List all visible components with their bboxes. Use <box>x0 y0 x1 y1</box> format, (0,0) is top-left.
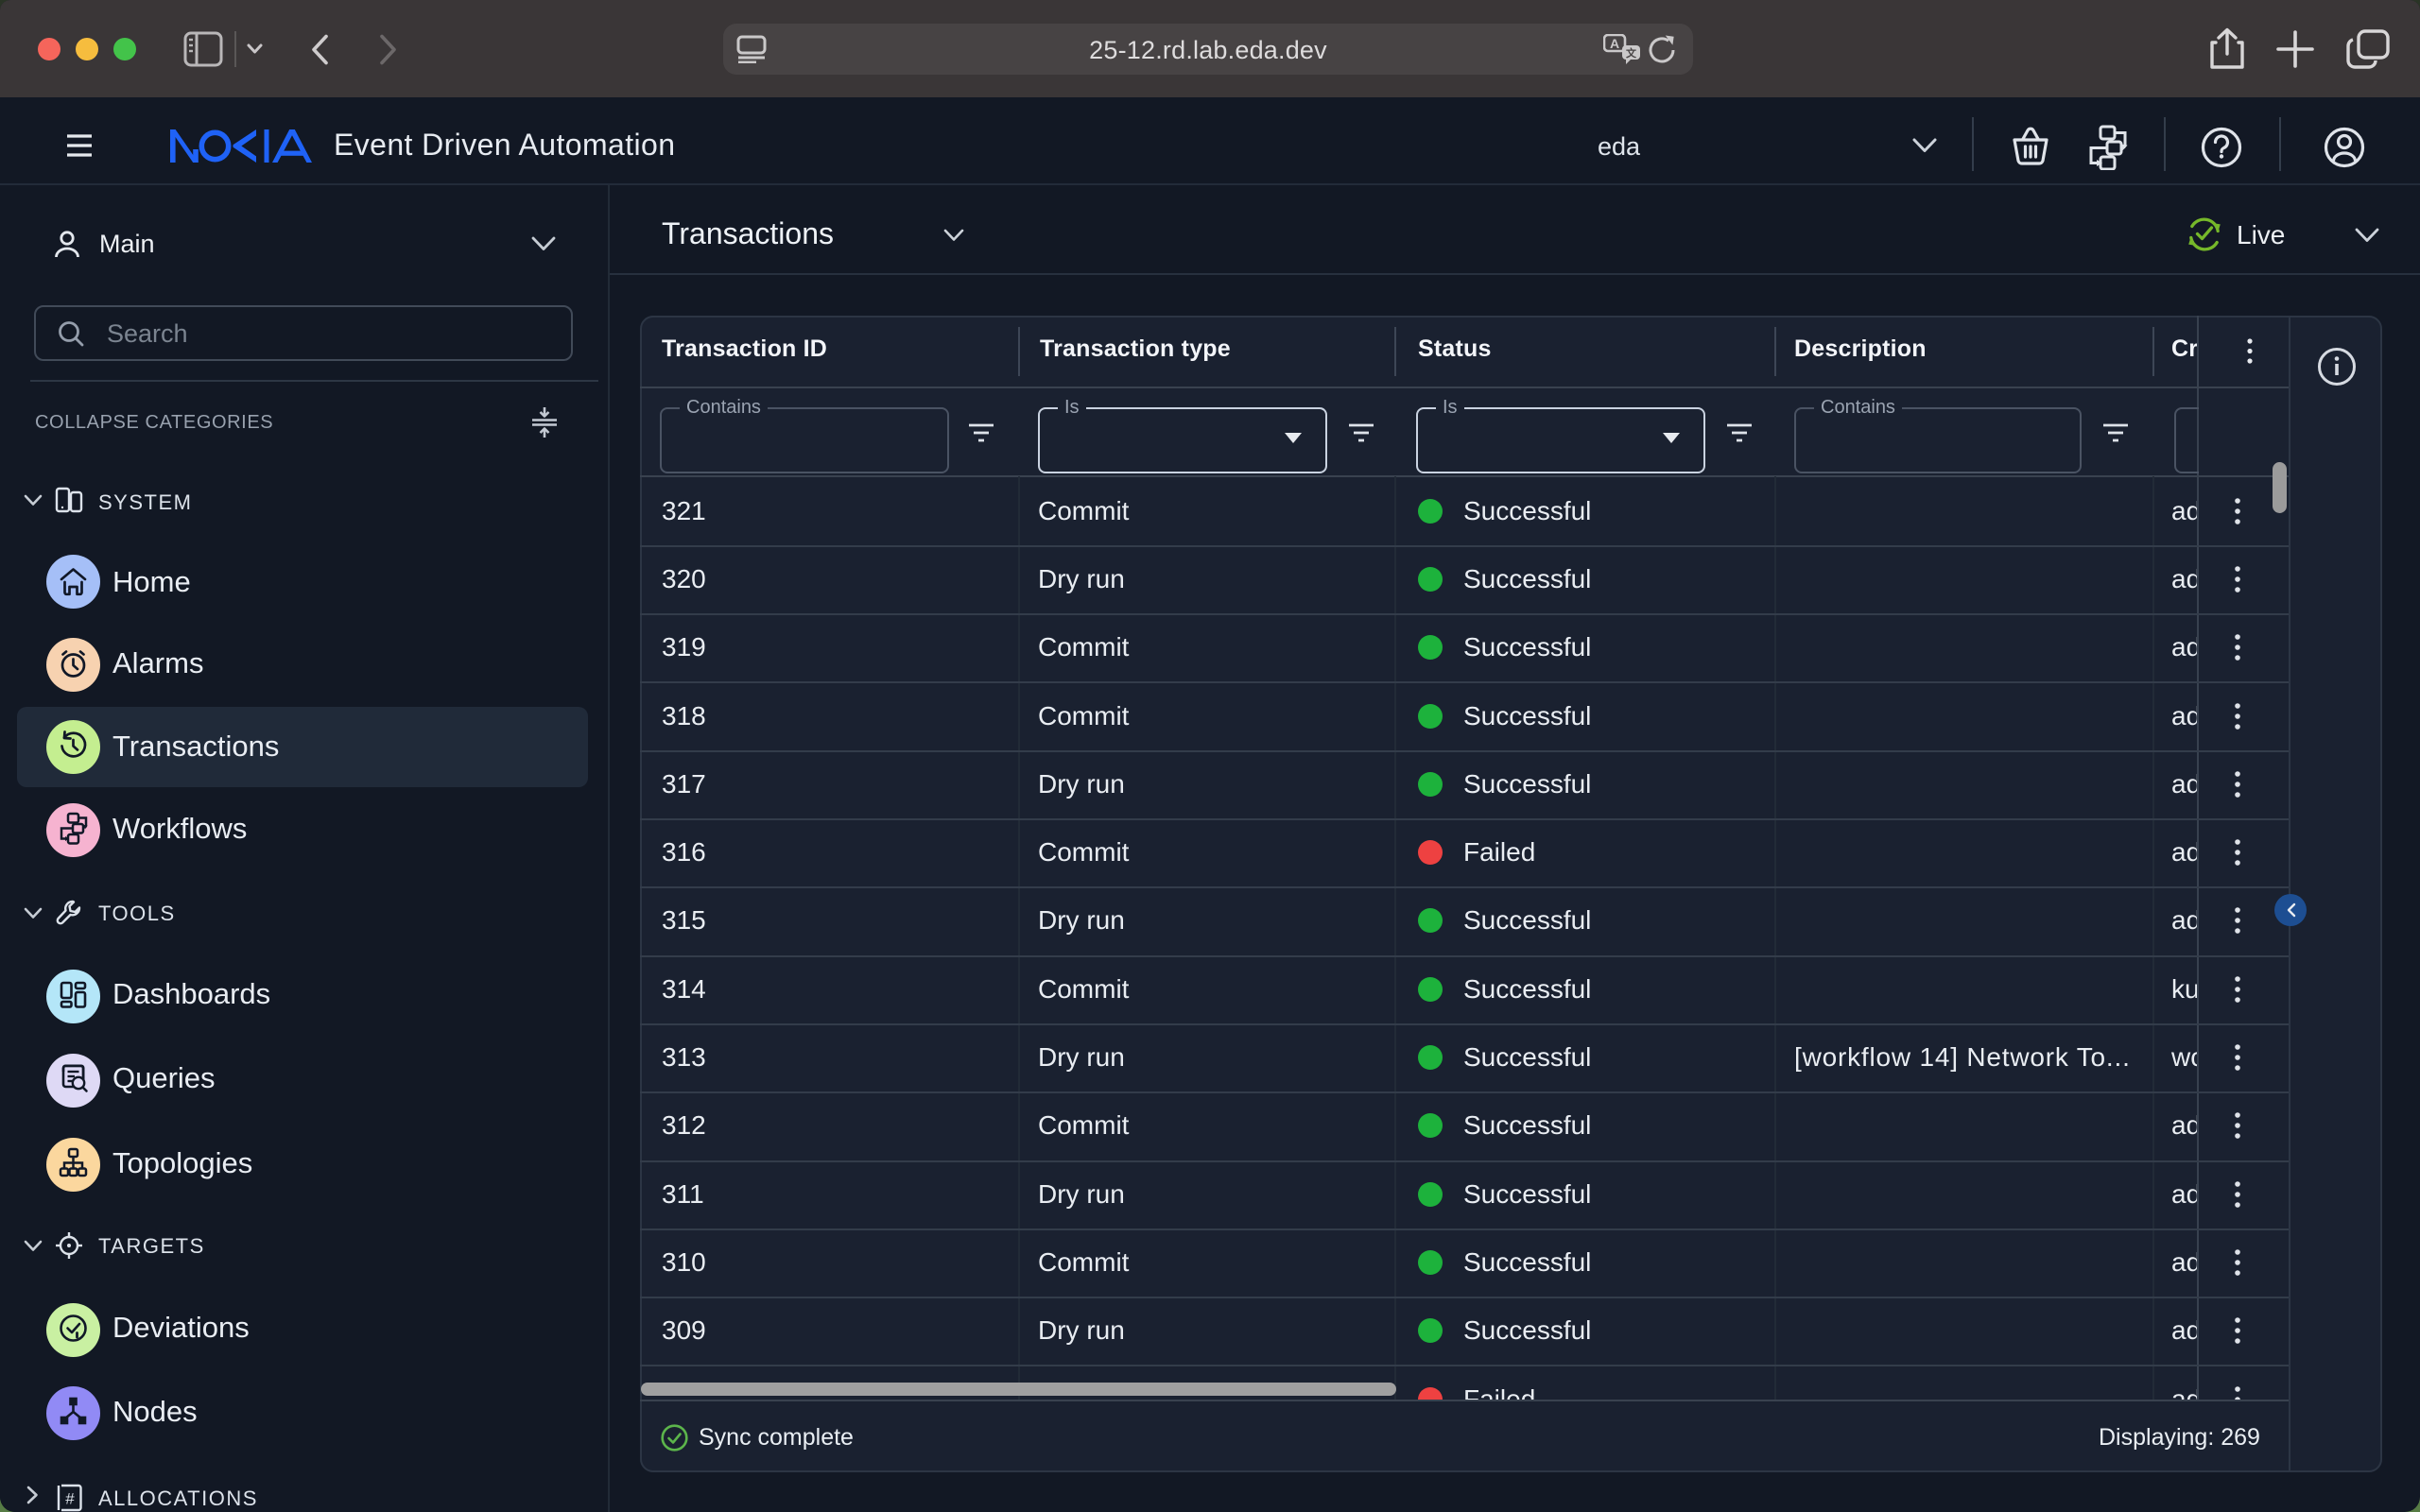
svg-text:文: 文 <box>1626 46 1637 60</box>
svg-text:A: A <box>1610 36 1619 51</box>
svg-text:#: # <box>65 1490 75 1508</box>
